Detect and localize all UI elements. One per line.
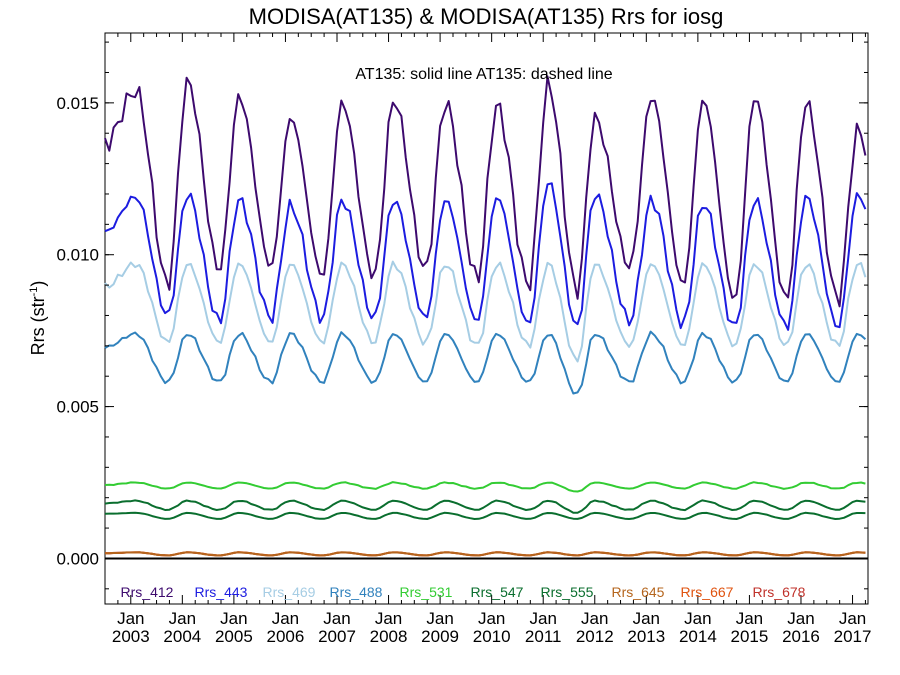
chart-title: MODISA(AT135) & MODISA(AT135) Rrs for io… <box>249 4 724 29</box>
x-tick-month: Jan <box>375 609 402 628</box>
x-tick-year: 2015 <box>731 627 769 646</box>
series-line-Rrs_469 <box>104 260 867 363</box>
y-axis-label-main: Rrs (str <box>28 296 48 355</box>
series-line-Rrs_547 <box>104 499 866 514</box>
y-axis: 0.000 0.005 0.010 0.015 <box>56 41 868 590</box>
x-tick-month: Jan <box>633 609 660 628</box>
legend-item-Rrs_488: Rrs_488 <box>330 584 383 600</box>
series-line-Rrs_443 <box>104 182 867 331</box>
series-line-Rrs_488 <box>104 330 867 395</box>
legend-item-Rrs_412: Rrs_412 <box>121 584 174 600</box>
x-tick-month: Jan <box>839 609 866 628</box>
legend-item-Rrs_678: Rrs_678 <box>753 584 806 600</box>
y-axis-label: Rrs (str-1) <box>28 281 48 356</box>
legend-item-Rrs_555: Rrs_555 <box>541 584 594 600</box>
y-tick-label: 0.005 <box>56 398 99 417</box>
x-tick-year: 2006 <box>267 627 305 646</box>
x-tick-year: 2003 <box>112 627 150 646</box>
x-tick-year: 2004 <box>163 627 201 646</box>
x-tick-year: 2011 <box>525 627 562 646</box>
x-tick-year: 2007 <box>318 627 356 646</box>
x-tick-month: Jan <box>272 609 299 628</box>
legend: Rrs_412 Rrs_443 Rrs_469 Rrs_488 Rrs_531 Rrs_5… <box>121 584 806 600</box>
x-tick-year: 2012 <box>576 627 614 646</box>
chart-annotation: AT135: solid line AT135: dashed line <box>355 66 612 83</box>
x-axis: Jan2003Jan2004Jan2005Jan2006Jan2007Jan20… <box>104 33 872 646</box>
x-tick-month: Jan <box>220 609 247 628</box>
x-tick-year: 2008 <box>370 627 408 646</box>
legend-item-Rrs_443: Rrs_443 <box>195 584 248 600</box>
x-tick-year: 2017 <box>834 627 872 646</box>
series-line-Rrs_555 <box>104 511 866 520</box>
x-tick-month: Jan <box>117 609 144 628</box>
x-tick-year: 2010 <box>473 627 511 646</box>
series-layer <box>104 75 867 557</box>
x-tick-month: Jan <box>684 609 711 628</box>
series-line-Rrs_531 <box>104 481 866 493</box>
x-tick-month: Jan <box>323 609 350 628</box>
series-line-Rrs_412 <box>104 75 867 308</box>
x-tick-month: Jan <box>736 609 763 628</box>
legend-item-Rrs_531: Rrs_531 <box>400 584 453 600</box>
x-tick-year: 2013 <box>627 627 665 646</box>
legend-item-Rrs_667: Rrs_667 <box>681 584 734 600</box>
legend-item-Rrs_645: Rrs_645 <box>612 584 665 600</box>
x-tick-month: Jan <box>426 609 453 628</box>
x-tick-month: Jan <box>529 609 556 628</box>
series-line-Rrs_645 <box>104 551 866 557</box>
legend-item-Rrs_469: Rrs_469 <box>263 584 316 600</box>
y-axis-label-close: ) <box>28 281 48 287</box>
y-tick-label: 0.000 <box>56 549 99 568</box>
x-tick-month: Jan <box>787 609 814 628</box>
x-tick-year: 2009 <box>421 627 459 646</box>
x-tick-year: 2016 <box>782 627 820 646</box>
y-axis-label-sup: -1 <box>28 287 40 297</box>
x-tick-month: Jan <box>581 609 608 628</box>
legend-item-Rrs_547: Rrs_547 <box>471 584 524 600</box>
x-tick-year: 2005 <box>215 627 253 646</box>
x-tick-month: Jan <box>478 609 505 628</box>
x-tick-year: 2014 <box>679 627 717 646</box>
y-tick-label: 0.015 <box>56 94 99 113</box>
x-tick-month: Jan <box>169 609 196 628</box>
plot-frame <box>104 32 869 605</box>
y-tick-label: 0.010 <box>56 246 99 265</box>
